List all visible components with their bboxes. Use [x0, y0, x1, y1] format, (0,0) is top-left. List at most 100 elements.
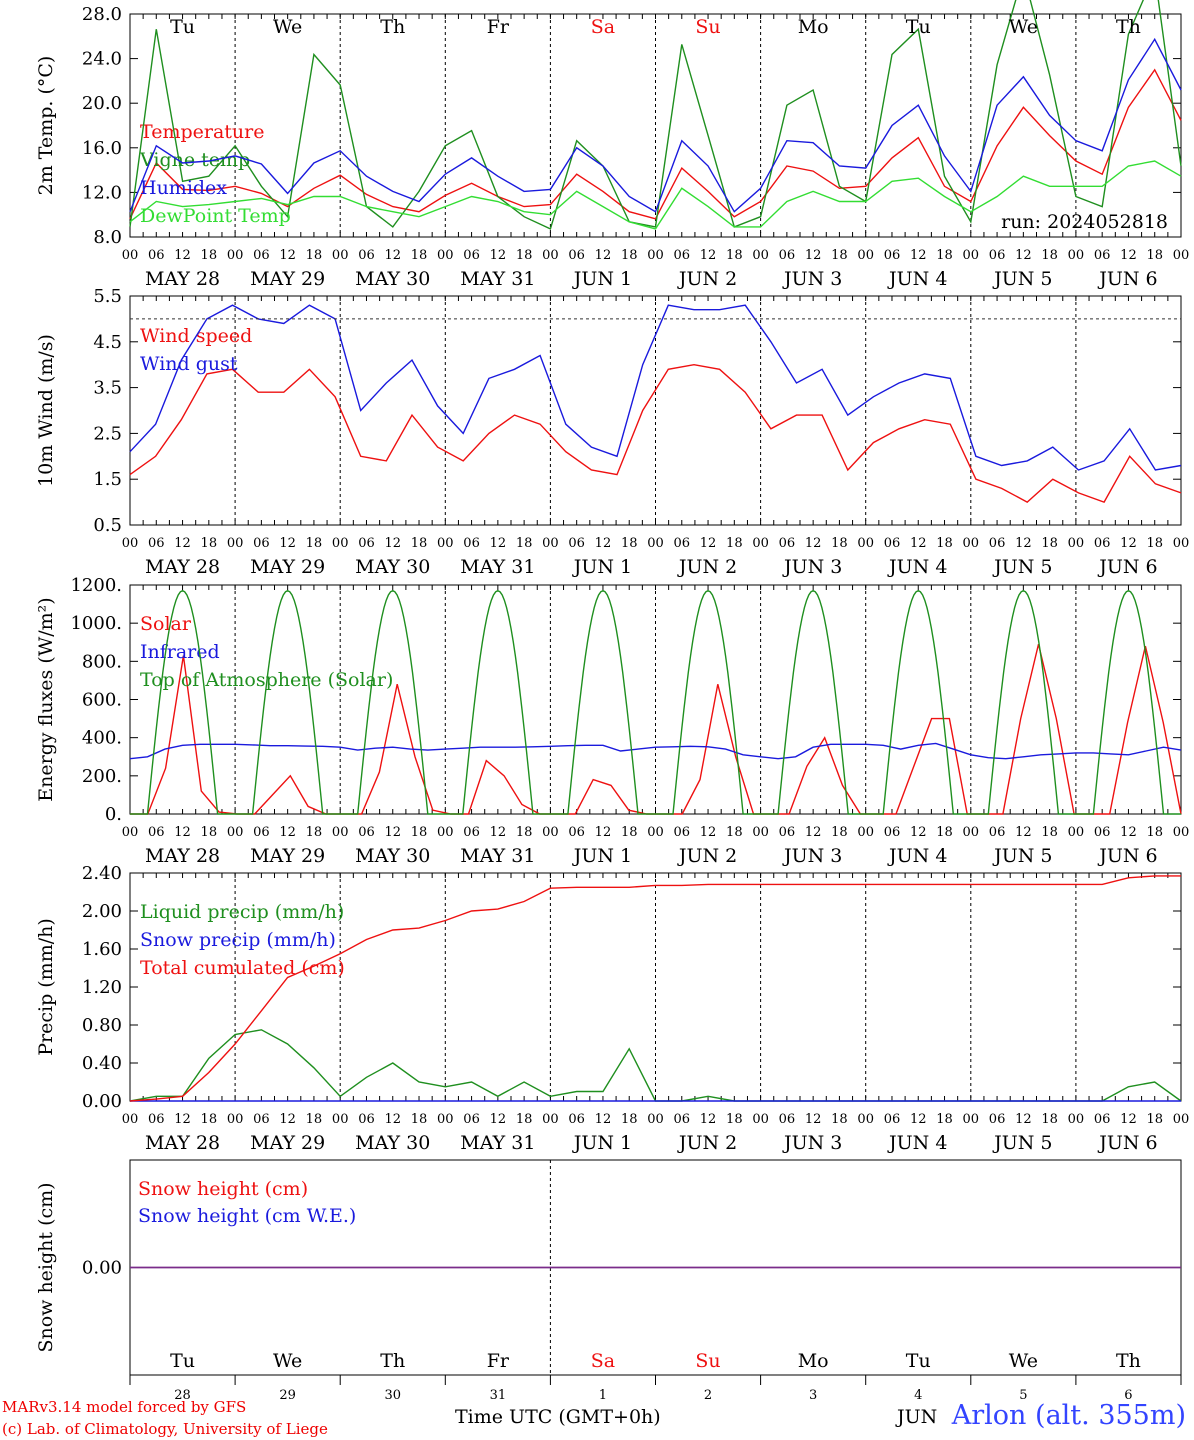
hour-tick-label: 00 [122, 536, 139, 551]
hour-tick-label: 00 [1068, 1112, 1085, 1127]
hour-tick-label: 18 [1041, 1112, 1058, 1127]
hour-tick-label: 12 [700, 825, 717, 840]
hour-tick-label: 12 [595, 248, 612, 263]
hour-tick-label: 06 [1094, 536, 1111, 551]
date-label: MAY 28 [145, 556, 220, 578]
date-label: MAY 30 [355, 845, 430, 867]
hour-tick-label: 00 [437, 536, 454, 551]
hour-tick-label: 00 [227, 825, 244, 840]
hour-tick-label: 06 [989, 536, 1006, 551]
date-label: JUN 2 [677, 268, 737, 290]
date-label: JUN 2 [677, 556, 737, 578]
y-tick-label: 3.5 [93, 378, 122, 399]
hour-tick-label: 06 [463, 248, 480, 263]
date-label: JUN 5 [992, 1132, 1052, 1154]
hour-tick-label: 06 [884, 825, 901, 840]
legend-entry: Infrared [140, 641, 220, 663]
legend-entry: Temperature [140, 121, 264, 143]
hour-tick-label: 00 [542, 248, 559, 263]
date-label: JUN 1 [572, 268, 632, 290]
hour-tick-label: 12 [490, 1112, 507, 1127]
date-label: JUN 2 [677, 845, 737, 867]
legend-entry: Solar [140, 613, 192, 635]
hour-tick-label: 00 [1173, 1112, 1190, 1127]
hour-tick-label: 06 [884, 536, 901, 551]
hour-tick-label: 18 [726, 536, 743, 551]
day-abbr-bottom: We [273, 1350, 302, 1372]
hour-tick-label: 00 [542, 825, 559, 840]
date-label: JUN 6 [1097, 268, 1157, 290]
hour-tick-label: 12 [279, 1112, 296, 1127]
legend-entry: Snow height (cm W.E.) [138, 1205, 356, 1227]
y-tick-label: 600. [82, 690, 122, 711]
hour-tick-label: 18 [621, 248, 638, 263]
hour-tick-label: 12 [910, 825, 927, 840]
hour-tick-label: 00 [122, 1112, 139, 1127]
date-label: JUN 6 [1097, 845, 1157, 867]
date-label: JUN 4 [887, 268, 947, 290]
series-line-infrared [129, 742, 1182, 760]
hour-tick-label: 00 [122, 248, 139, 263]
hour-tick-label: 18 [621, 825, 638, 840]
hour-tick-label: 00 [963, 1112, 980, 1127]
hour-tick-label: 06 [463, 1112, 480, 1127]
date-label: JUN 4 [887, 845, 947, 867]
hour-tick-label: 12 [490, 248, 507, 263]
hour-tick-label: 18 [306, 1112, 323, 1127]
hour-tick-label: 00 [542, 1112, 559, 1127]
date-label: MAY 28 [145, 845, 220, 867]
hour-tick-label: 00 [752, 248, 769, 263]
hour-tick-label: 18 [516, 536, 533, 551]
hour-tick-label: 00 [752, 536, 769, 551]
hour-tick-label: 12 [700, 1112, 717, 1127]
date-label: MAY 29 [250, 268, 325, 290]
day-abbr-top: Th [380, 16, 405, 38]
date-label: JUN 6 [1097, 1132, 1157, 1154]
plot-frame [129, 13, 1182, 238]
y-tick-label: 0. [105, 804, 122, 825]
hour-tick-label: 06 [1094, 248, 1111, 263]
hour-tick-label: 12 [595, 1112, 612, 1127]
hour-tick-label: 18 [201, 1112, 218, 1127]
lab-credit: (c) Lab. of Climatology, University of L… [2, 1420, 328, 1438]
date-label: MAY 31 [460, 1132, 535, 1154]
hour-tick-label: 12 [805, 825, 822, 840]
day-number-label: 28 [174, 1388, 191, 1403]
hour-tick-label: 06 [989, 825, 1006, 840]
hour-tick-label: 00 [752, 825, 769, 840]
day-abbr-top: Fr [487, 16, 510, 38]
hour-tick-label: 06 [568, 1112, 585, 1127]
series-line-total-cumulated-cm- [129, 875, 1181, 1102]
hour-tick-label: 00 [963, 825, 980, 840]
hour-tick-label: 12 [805, 248, 822, 263]
hour-tick-label: 00 [1173, 248, 1190, 263]
y-tick-label: 4.5 [93, 332, 122, 353]
day-abbr-top: We [273, 16, 302, 38]
date-label: JUN 5 [992, 845, 1052, 867]
day-number-label: 30 [384, 1388, 401, 1403]
hour-tick-label: 06 [779, 248, 796, 263]
hour-tick-label: 18 [831, 248, 848, 263]
hour-tick-label: 00 [332, 248, 349, 263]
hour-tick-label: 18 [726, 248, 743, 263]
time-axis-label: Time UTC (GMT+0h) [455, 1406, 661, 1428]
hour-tick-label: 12 [384, 825, 401, 840]
day-abbr-top: We [1009, 16, 1038, 38]
y-tick-label: 400. [82, 728, 122, 749]
hour-tick-label: 06 [463, 536, 480, 551]
date-label: JUN 1 [572, 845, 632, 867]
hour-tick-label: 06 [358, 248, 375, 263]
day-abbr-bottom: Th [380, 1350, 405, 1372]
date-label: JUN 4 [887, 556, 947, 578]
date-label: MAY 29 [250, 556, 325, 578]
hour-tick-label: 00 [857, 536, 874, 551]
y-tick-label: 8.0 [93, 227, 122, 248]
date-label: JUN 1 [572, 556, 632, 578]
date-label: MAY 31 [460, 268, 535, 290]
hour-tick-label: 06 [568, 248, 585, 263]
legend-entry: DewPoint Temp [140, 205, 291, 227]
y-tick-label: 2.00 [82, 901, 122, 922]
hour-tick-label: 00 [752, 1112, 769, 1127]
date-label: JUN 3 [782, 845, 842, 867]
date-label: MAY 30 [355, 556, 430, 578]
